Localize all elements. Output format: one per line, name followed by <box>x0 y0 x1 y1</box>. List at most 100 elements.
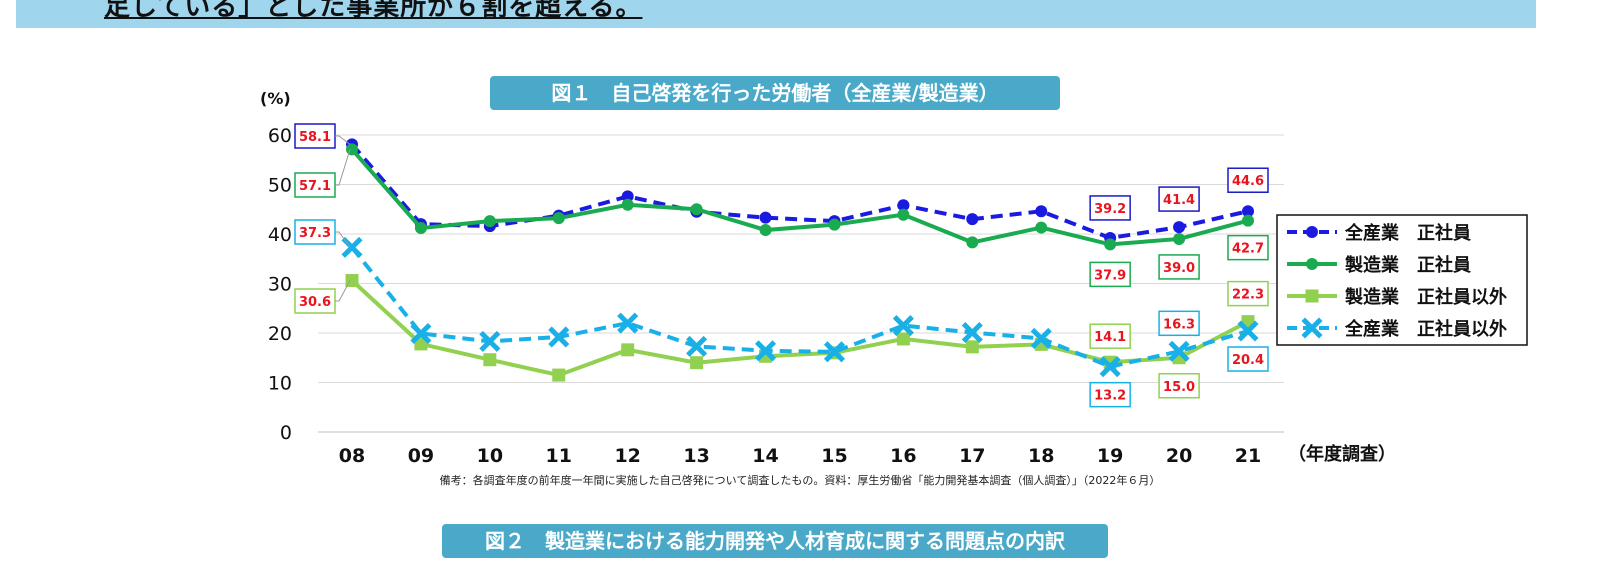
legend-marker <box>1305 289 1319 303</box>
data-label-text: 15.0 <box>1163 380 1195 395</box>
data-label: 57.1 <box>294 149 351 198</box>
data-label-text: 30.6 <box>299 295 331 310</box>
x-tick-label: 16 <box>890 445 916 467</box>
data-label-text: 58.1 <box>299 130 331 145</box>
data-point <box>1035 221 1048 234</box>
data-point <box>621 190 634 203</box>
x-tick-label: 13 <box>683 445 709 467</box>
x-tick-label: 15 <box>821 445 847 467</box>
legend-marker <box>1301 317 1323 339</box>
x-tick-label: 10 <box>477 445 503 467</box>
data-label-box <box>1089 261 1131 288</box>
data-label-text: 42.7 <box>1232 242 1264 257</box>
legend-entry: 製造業 正社員 <box>1287 254 1471 276</box>
data-label: 39.2 <box>1089 195 1131 221</box>
data-label: 13.2 <box>1089 381 1131 408</box>
data-point <box>1035 205 1048 218</box>
x-tick-label: 20 <box>1166 445 1192 467</box>
data-point <box>552 212 565 225</box>
data-point <box>961 321 983 344</box>
data-label-box <box>294 123 336 149</box>
data-label: 20.4 <box>1227 346 1269 372</box>
y-tick-label: 0 <box>280 422 292 444</box>
data-point <box>823 341 845 363</box>
y-tick-label: 40 <box>268 224 292 246</box>
data-point <box>686 335 708 357</box>
data-point <box>897 199 910 212</box>
legend-entry: 全産業 正社員 <box>1287 222 1471 244</box>
data-label-text: 22.3 <box>1232 288 1264 303</box>
x-tick-label: 08 <box>339 445 365 467</box>
data-label: 58.1 <box>294 123 351 149</box>
banner-text: 足している」とした事業所が６割を超える。 <box>104 0 643 22</box>
data-point <box>1173 232 1186 245</box>
data-point <box>414 222 427 235</box>
data-label: 37.3 <box>294 219 351 248</box>
data-point <box>341 236 363 258</box>
leader-line <box>335 135 351 145</box>
x-tick-label: 21 <box>1235 445 1261 467</box>
data-point <box>759 211 772 224</box>
data-label-box <box>1227 346 1269 372</box>
data-point <box>690 203 703 216</box>
legend-entry: 全産業 正社員以外 <box>1287 317 1507 340</box>
data-label: 41.4 <box>1158 186 1200 212</box>
data-point <box>828 218 841 231</box>
data-label-text: 16.3 <box>1163 317 1195 332</box>
x-tick-label: 14 <box>752 445 778 467</box>
data-label-text: 41.4 <box>1163 193 1195 208</box>
data-label-box <box>1089 323 1131 349</box>
data-label-box <box>1227 280 1269 307</box>
data-point <box>1242 214 1254 227</box>
leader-line <box>335 149 351 186</box>
data-point <box>1237 320 1259 342</box>
series-line-4 <box>350 246 1249 369</box>
data-label: 14.1 <box>1089 323 1131 349</box>
data-point <box>896 332 910 346</box>
x-tick-label: 19 <box>1097 445 1123 467</box>
line-chart: 0 10 20 30 40 50 60 (%) 08 09 10 11 12 13 14 15 16 17 18 19… <box>260 89 1528 467</box>
series-line-2 <box>350 148 1249 247</box>
data-label: 44.6 <box>1227 167 1269 193</box>
data-label-text: 57.1 <box>299 179 331 194</box>
data-label: 15.0 <box>1158 373 1200 399</box>
legend-label: 全産業 正社員 <box>1344 222 1471 244</box>
data-label: 30.6 <box>294 280 351 314</box>
legend-label: 製造業 正社員以外 <box>1344 286 1507 308</box>
data-label-box <box>294 288 336 314</box>
data-label: 42.7 <box>1227 234 1269 261</box>
data-point <box>548 326 570 348</box>
series-line-3 <box>350 279 1249 378</box>
data-point <box>1242 205 1254 218</box>
data-point <box>755 340 777 362</box>
data-label-text: 14.1 <box>1094 330 1126 345</box>
data-point <box>892 315 914 337</box>
x-tick-label: 11 <box>546 445 572 467</box>
data-point <box>414 337 428 351</box>
data-point <box>1168 340 1190 362</box>
y-tick-label: 20 <box>268 323 292 345</box>
legend-marker <box>1306 226 1318 238</box>
data-label: 37.9 <box>1089 261 1131 288</box>
legend-entry: 製造業 正社員以外 <box>1287 286 1507 308</box>
data-point <box>617 312 639 334</box>
data-label-text: 13.2 <box>1094 389 1126 404</box>
data-point <box>479 330 501 352</box>
data-label-text: 44.6 <box>1232 174 1264 189</box>
data-label-text: 20.4 <box>1232 353 1264 368</box>
source-note: 備考：各調査年度の前年度一年間に実施した自己啓発について調査したもの。資料：厚生… <box>439 474 1161 487</box>
top-banner: 足している」とした事業所が６割を超える。 <box>16 0 1536 28</box>
data-point <box>966 236 979 249</box>
chart-data-labels: 58.1 39.2 41.4 44.6 57.1 37.9 39.0 42.7 30.6 14.1… <box>294 123 1269 408</box>
leader-line <box>335 280 351 302</box>
y-tick-label: 60 <box>268 125 292 147</box>
chart-series <box>341 138 1259 382</box>
data-label: 22.3 <box>1227 280 1269 307</box>
y-tick-label: 10 <box>268 373 292 395</box>
data-label-box <box>1158 254 1200 280</box>
figure2-title: 図２ 製造業における能力開発や人材育成に関する問題点の内訳 <box>442 524 1108 558</box>
leader-line <box>335 231 351 248</box>
chart-axes: 0 10 20 30 40 50 60 (%) 08 09 10 11 12 13 14 15 16 17 18 19… <box>260 89 1396 467</box>
data-label-box <box>1227 167 1269 193</box>
